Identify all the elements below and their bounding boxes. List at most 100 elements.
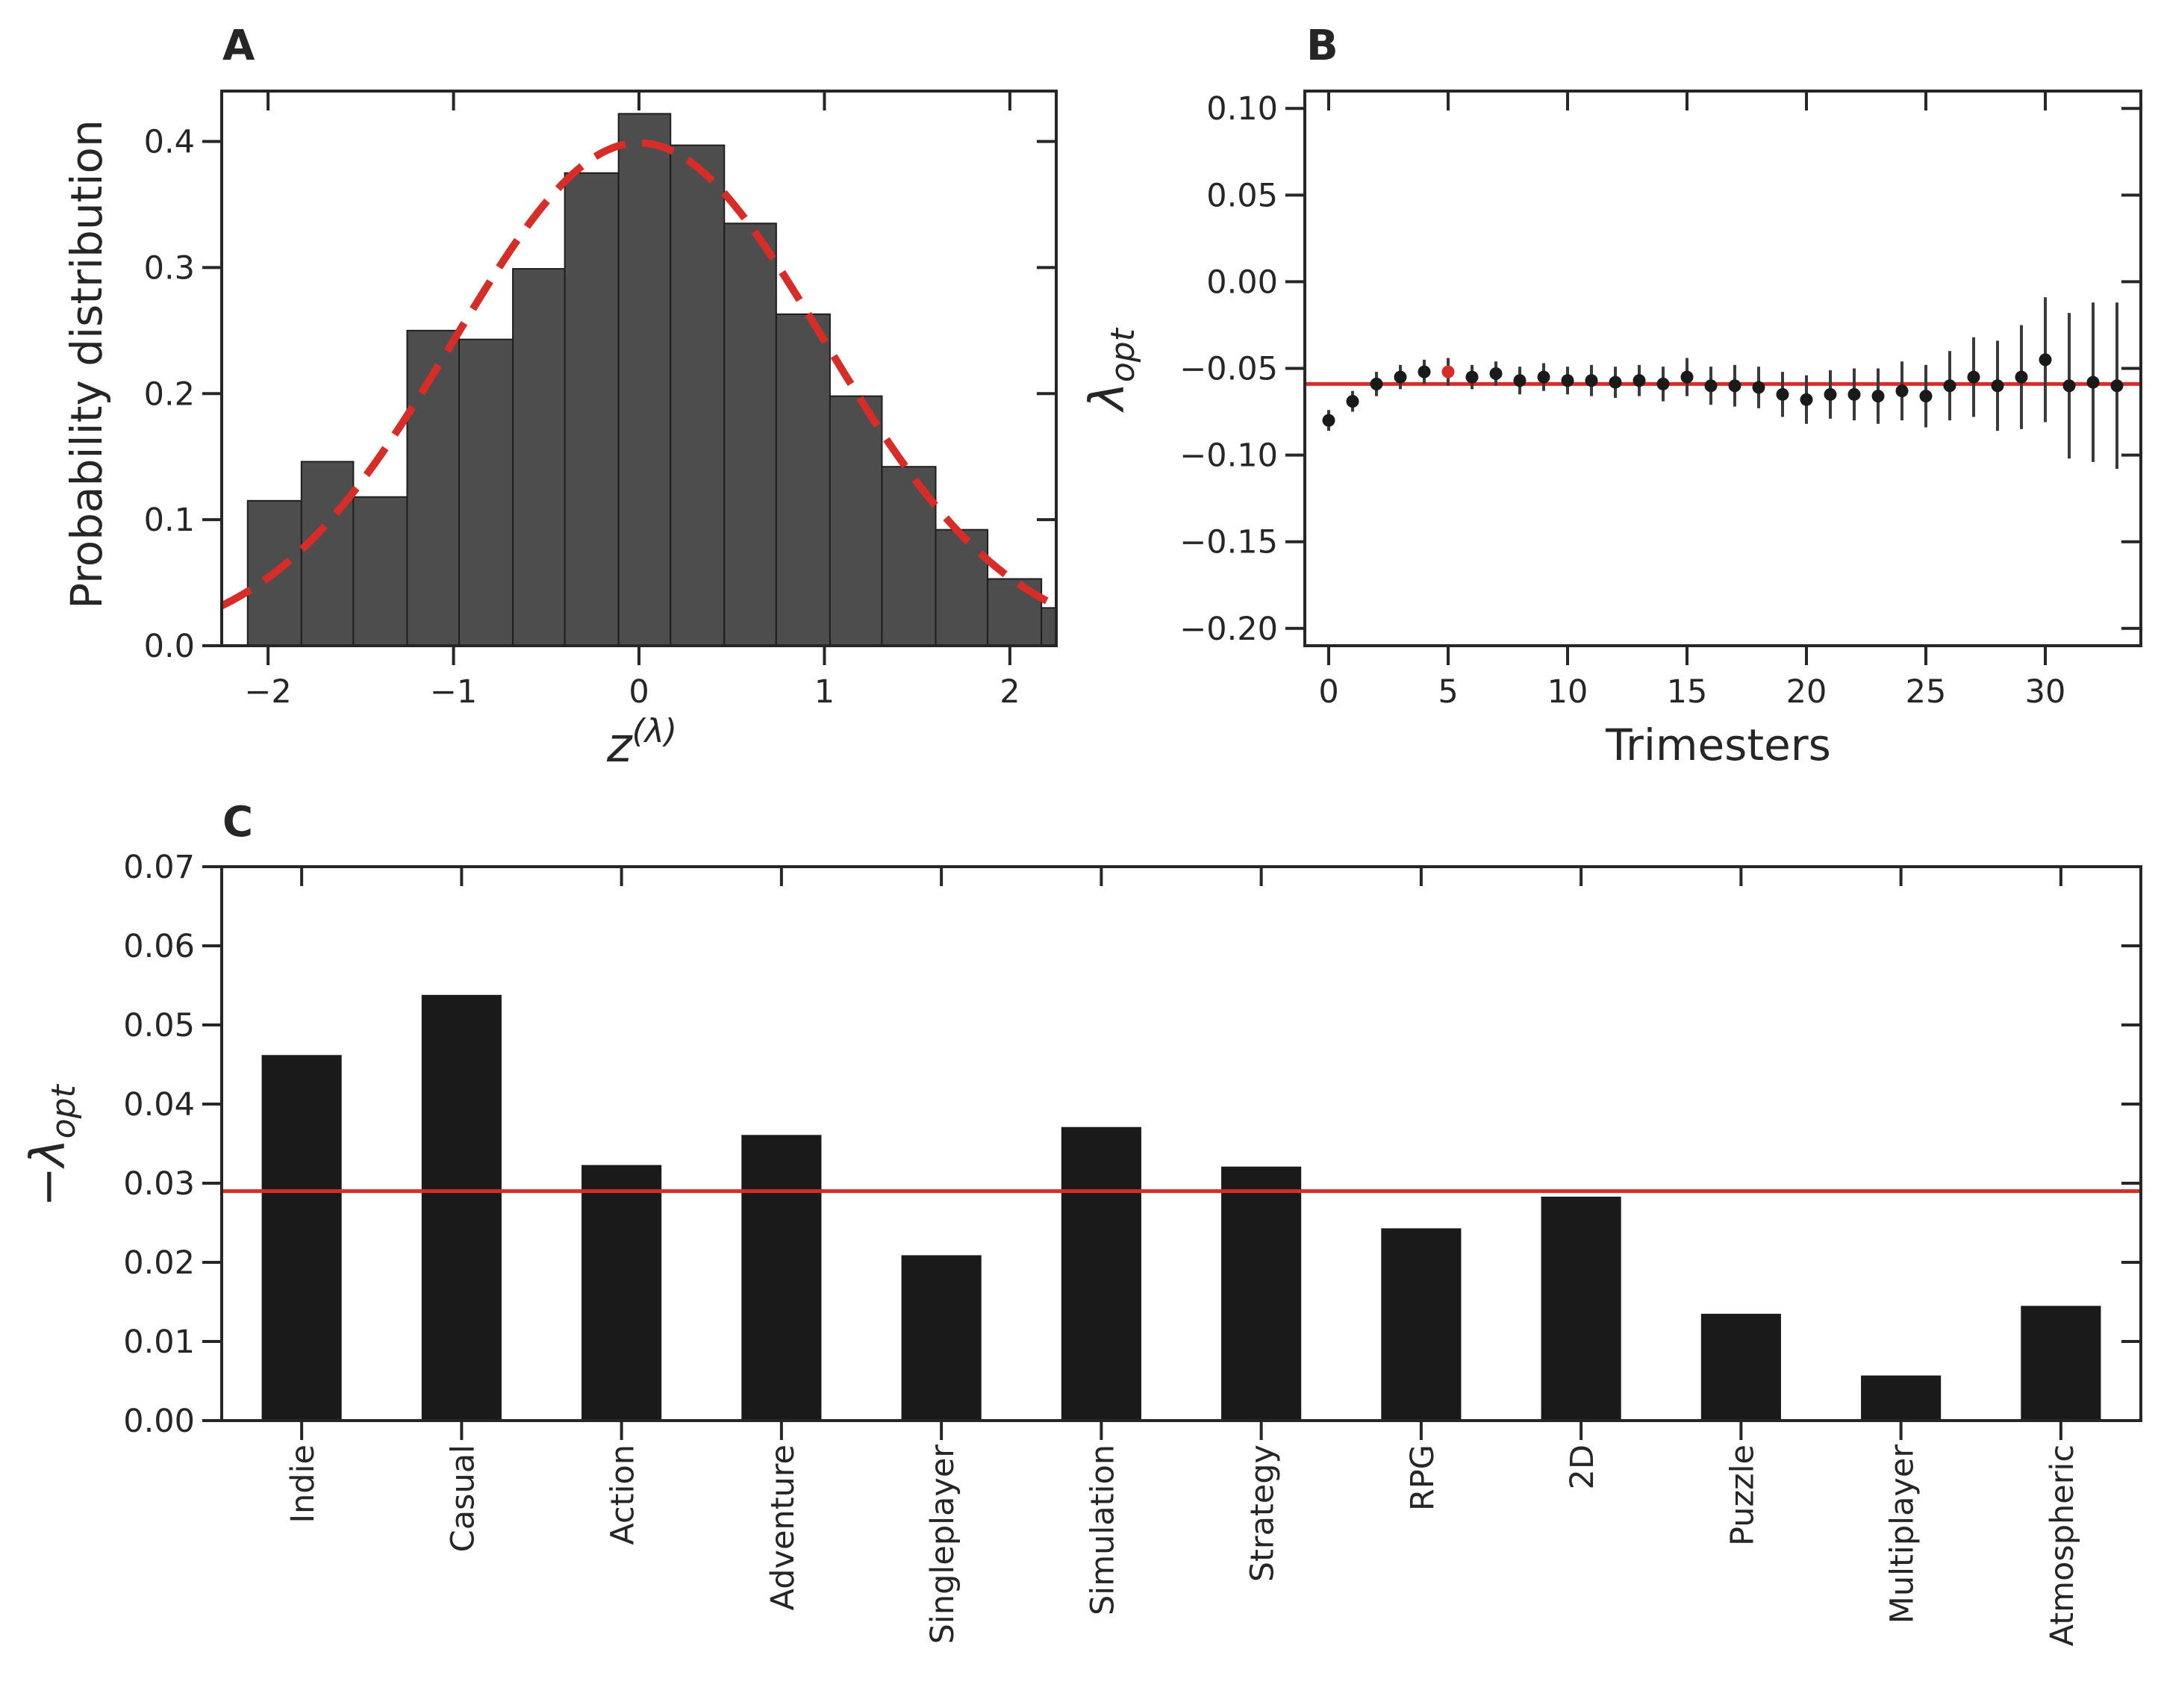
category-label: Simulation xyxy=(1084,1444,1121,1615)
category-label: Puzzle xyxy=(1724,1444,1761,1546)
panel-b: B 0 5 10 15 20 25 30 −0.20 −0.15 −0.10 −0.05 0.00 0… xyxy=(1080,22,2142,770)
category-bar xyxy=(1061,1126,1141,1421)
panel-a-y-tick-label: 0.1 xyxy=(144,502,195,539)
panel-b-x-label: Trimesters xyxy=(1605,720,1831,770)
data-point xyxy=(1967,370,1980,384)
histogram-bar xyxy=(352,496,408,646)
panel-c-x-ticks: Indie Casual Action Adventure Singleplayer Si… xyxy=(284,867,2081,1646)
panel-c-y-ticks: 0.00 0.01 0.02 0.03 0.04 0.05 0.06 0.07 xyxy=(123,849,2141,1440)
panel-b-y-label: λopt xyxy=(1080,327,1142,413)
panel-c-y-tick-label: 0.05 xyxy=(123,1007,195,1044)
panel-b-x-tick-label: 0 xyxy=(1318,673,1338,711)
data-point xyxy=(2015,370,2028,384)
data-point xyxy=(2062,379,2076,393)
data-point xyxy=(1991,379,2004,393)
category-label: RPG xyxy=(1404,1444,1441,1511)
data-point xyxy=(1728,379,1741,393)
histogram-bar xyxy=(829,395,883,647)
histogram-bar xyxy=(458,338,514,646)
histogram-bar xyxy=(406,329,461,646)
data-point xyxy=(1704,379,1718,393)
panel-a-y-tick-label: 0.3 xyxy=(144,249,195,287)
category-bar xyxy=(1700,1313,1781,1421)
panel-b-y-tick-label: −0.10 xyxy=(1179,437,1278,475)
data-point xyxy=(1489,367,1503,380)
histogram-bar xyxy=(1041,607,1057,646)
category-label: Multiplayer xyxy=(1884,1444,1921,1624)
histogram-bar xyxy=(775,313,831,646)
data-point xyxy=(1322,414,1335,427)
data-point xyxy=(2110,379,2124,393)
panel-a-y-ticks: 0.0 0.1 0.2 0.3 0.4 xyxy=(144,124,1056,665)
panel-b-y-tick-label: −0.20 xyxy=(1179,611,1278,648)
panel-a-y-tick-label: 0.4 xyxy=(144,124,195,161)
data-point xyxy=(1776,387,1789,401)
panel-c-y-tick-label: 0.04 xyxy=(123,1086,195,1123)
data-point xyxy=(2039,353,2052,367)
panel-a-x-tick-label: −2 xyxy=(244,673,291,711)
panel-b-y-tick-label: 0.05 xyxy=(1206,177,1278,214)
panel-b-y-tick-label: −0.15 xyxy=(1179,524,1278,561)
panel-c-y-tick-label: 0.07 xyxy=(123,849,195,886)
histogram-bar xyxy=(670,144,726,646)
histogram-bar xyxy=(723,222,777,646)
data-point xyxy=(1752,381,1765,394)
category-bar xyxy=(1221,1166,1302,1421)
histogram-bar xyxy=(935,529,989,646)
panel-c-y-tick-label: 0.01 xyxy=(123,1324,195,1361)
panel-b-x-tick-label: 20 xyxy=(1786,673,1827,711)
category-bar xyxy=(421,994,502,1421)
panel-c-y-label: −λopt xyxy=(21,1083,83,1206)
category-bar xyxy=(1541,1197,1621,1421)
panel-a: A −2 −1 0 1 2 0.0 0.1 0.2 0.3 0.4 z(λ) Probabili… xyxy=(61,22,1058,773)
data-point xyxy=(1441,365,1455,378)
panel-b-y-tick-label: 0.00 xyxy=(1206,264,1278,301)
category-label: Adventure xyxy=(764,1444,802,1610)
panel-c-label: C xyxy=(222,798,253,847)
data-point xyxy=(1633,374,1646,387)
category-bar xyxy=(741,1135,822,1421)
panel-c-y-tick-label: 0.06 xyxy=(123,928,195,965)
panel-a-y-tick-label: 0.2 xyxy=(144,375,195,413)
panel-a-x-ticks: −2 −1 0 1 2 xyxy=(244,91,1020,711)
data-point xyxy=(1346,395,1359,408)
category-label: Atmospheric xyxy=(2044,1444,2081,1646)
data-point xyxy=(1394,370,1407,384)
panel-a-x-label: z(λ) xyxy=(606,712,677,773)
panel-b-x-tick-label: 15 xyxy=(1667,673,1708,711)
histogram-bar xyxy=(300,461,355,647)
panel-b-y-ticks: −0.20 −0.15 −0.10 −0.05 0.00 0.05 0.10 xyxy=(1179,90,2141,648)
category-bar xyxy=(581,1165,662,1421)
data-point xyxy=(1585,374,1598,387)
category-label: Singleplayer xyxy=(924,1444,961,1645)
panel-c-bars xyxy=(261,994,2101,1421)
panel-b-x-tick-label: 25 xyxy=(1906,673,1947,711)
category-bar xyxy=(1861,1375,1942,1421)
panel-c: C Indie Casual Action Adventure Singleplayer… xyxy=(21,798,2142,1646)
data-point xyxy=(1609,375,1622,389)
panel-a-y-label: Probability distribution xyxy=(61,119,112,609)
category-bar xyxy=(261,1055,342,1421)
data-point xyxy=(2086,375,2100,389)
panel-a-x-tick-label: 0 xyxy=(629,673,649,711)
category-bar xyxy=(2021,1306,2101,1421)
histogram-bar xyxy=(617,113,672,647)
histogram-bar xyxy=(512,268,566,646)
data-point xyxy=(1465,370,1479,384)
panel-b-label: B xyxy=(1306,22,1338,70)
panel-b-y-tick-label: −0.05 xyxy=(1179,351,1278,388)
panel-b-x-tick-label: 10 xyxy=(1547,673,1588,711)
panel-a-x-tick-label: −1 xyxy=(430,673,477,711)
data-point xyxy=(1656,377,1670,390)
panel-a-histogram xyxy=(246,113,1057,647)
data-point xyxy=(1847,387,1861,401)
panel-b-x-tick-label: 5 xyxy=(1438,673,1458,711)
panel-b-points xyxy=(1322,297,2124,470)
panel-a-x-tick-label: 1 xyxy=(814,673,835,711)
category-label: Action xyxy=(605,1444,642,1545)
panel-c-y-tick-label: 0.03 xyxy=(123,1165,195,1203)
data-point xyxy=(1800,393,1813,406)
category-label: Strategy xyxy=(1244,1444,1282,1582)
panel-a-label: A xyxy=(222,22,255,70)
